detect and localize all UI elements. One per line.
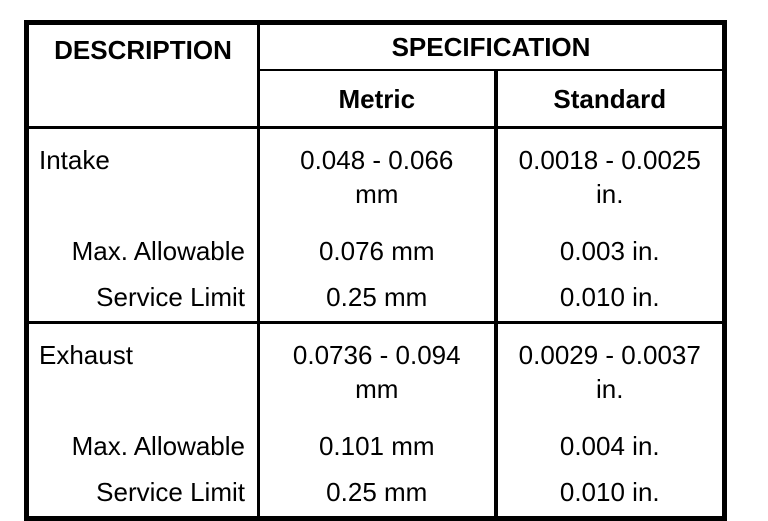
exhaust-standard-range-value: 0.0029 - 0.0037 — [518, 340, 701, 370]
intake-metric-range-cell: 0.048 - 0.066 mm — [258, 127, 498, 229]
intake-service-limit-standard: 0.010 in. — [559, 282, 660, 312]
exhaust-standard-range-unit: in. — [596, 374, 624, 404]
exhaust-metric-range-value: 0.0736 - 0.094 — [292, 340, 461, 370]
intake-metric-range-unit: mm — [355, 179, 399, 209]
exhaust-service-limit-standard: 0.010 in. — [559, 477, 660, 507]
exhaust-metric-range-unit: mm — [355, 374, 399, 404]
table-row-intake-max-allowable: Max. Allowable 0.076 mm 0.003 in. — [26, 229, 725, 273]
exhaust-service-limit-label: Service Limit — [26, 468, 260, 519]
exhaust-max-allowable-standard: 0.004 in. — [559, 431, 660, 461]
header-row-top: DESCRIPTION SPECIFICATION — [26, 22, 725, 129]
header-metric: Metric — [258, 70, 498, 129]
intake-max-allowable-metric: 0.076 mm — [258, 229, 498, 273]
intake-max-allowable-standard: 0.003 in. — [559, 236, 660, 266]
intake-service-limit-metric: 0.25 mm — [258, 273, 498, 323]
exhaust-label: Exhaust — [26, 321, 260, 424]
header-description: DESCRIPTION — [26, 22, 260, 129]
exhaust-metric-range-cell: 0.0736 - 0.094 mm — [258, 321, 498, 424]
exhaust-max-allowable-label: Max. Allowable — [26, 424, 260, 468]
table-row-exhaust-range: Exhaust 0.0736 - 0.094 mm 0.0029 - 0.003… — [26, 321, 725, 424]
intake-metric-range-value: 0.048 - 0.066 — [300, 145, 454, 175]
exhaust-standard-range-cell: 0.0029 - 0.0037 in. — [495, 321, 725, 424]
intake-max-allowable-label: Max. Allowable — [26, 229, 260, 273]
intake-service-limit-label: Service Limit — [26, 273, 260, 323]
header-specification: SPECIFICATION — [258, 22, 725, 71]
intake-standard-range-unit: in. — [596, 179, 624, 209]
intake-standard-range-value: 0.0018 - 0.0025 — [518, 145, 701, 175]
intake-standard-range-cell: 0.0018 - 0.0025 in. — [496, 128, 725, 230]
exhaust-max-allowable-metric: 0.101 mm — [258, 424, 498, 468]
specification-table: DESCRIPTION SPECIFICATION Metric Standar… — [24, 20, 727, 521]
table-row-exhaust-max-allowable: Max. Allowable 0.101 mm 0.004 in. — [26, 424, 725, 468]
table-row-intake-service-limit: Service Limit 0.25 mm 0.010 in. — [26, 273, 725, 323]
header-row-units: Metric Standard — [27, 70, 725, 129]
header-standard: Standard — [495, 70, 725, 129]
document-page: DESCRIPTION SPECIFICATION Metric Standar… — [24, 20, 727, 521]
table-row-exhaust-service-limit: Service Limit 0.25 mm 0.010 in. — [26, 468, 725, 519]
exhaust-service-limit-metric: 0.25 mm — [258, 468, 498, 519]
intake-label: Intake — [26, 127, 260, 229]
table-row-intake-range: Intake 0.048 - 0.066 mm 0.0018 - 0.0025 … — [26, 127, 725, 230]
